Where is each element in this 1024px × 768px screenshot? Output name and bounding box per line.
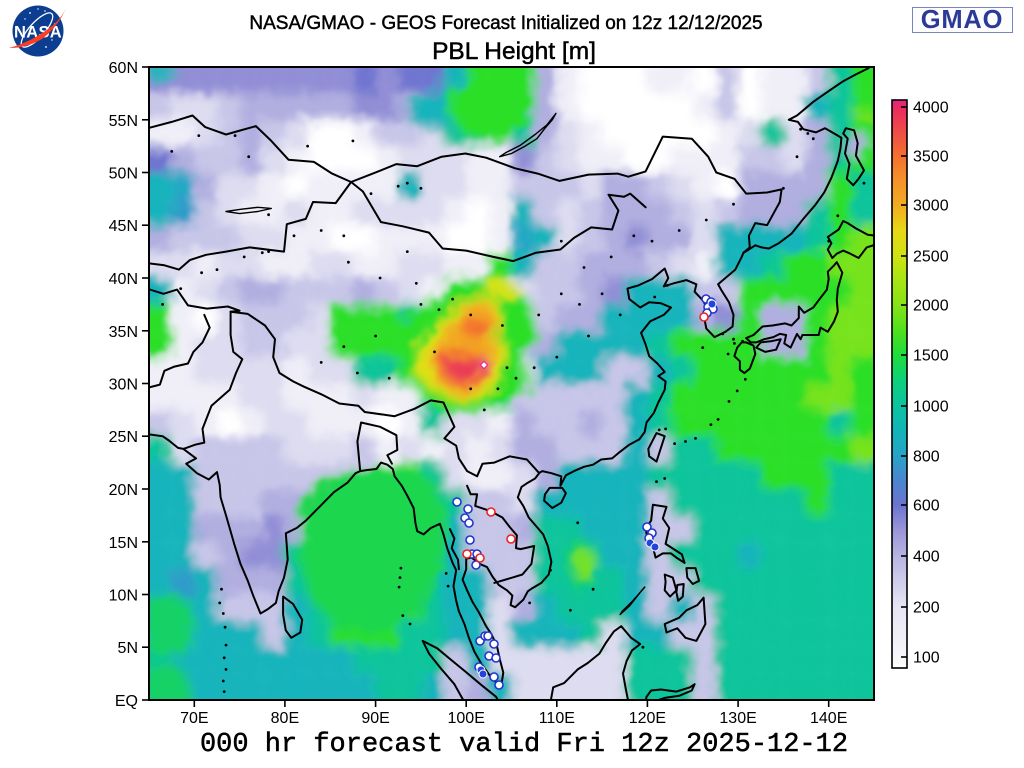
svg-text:3500: 3500 <box>913 149 949 166</box>
svg-text:40N: 40N <box>109 271 138 288</box>
svg-text:60N: 60N <box>109 60 138 77</box>
svg-text:1500: 1500 <box>913 348 949 365</box>
svg-text:2500: 2500 <box>913 249 949 266</box>
svg-text:140E: 140E <box>810 710 847 727</box>
svg-text:EQ: EQ <box>115 693 138 710</box>
svg-text:55N: 55N <box>109 113 138 130</box>
svg-text:200: 200 <box>913 600 940 617</box>
svg-text:15N: 15N <box>109 535 138 552</box>
svg-text:400: 400 <box>913 549 940 566</box>
svg-text:10N: 10N <box>109 588 138 605</box>
svg-text:90E: 90E <box>361 710 389 727</box>
svg-text:1000: 1000 <box>913 399 949 416</box>
svg-text:30N: 30N <box>109 377 138 394</box>
svg-text:000 hr forecast valid Fri 12z: 000 hr forecast valid Fri 12z 2025-12-12 <box>200 730 848 760</box>
svg-text:25N: 25N <box>109 429 138 446</box>
svg-text:3000: 3000 <box>913 198 949 215</box>
svg-text:2000: 2000 <box>913 298 949 315</box>
svg-text:4000: 4000 <box>913 100 949 117</box>
svg-text:110E: 110E <box>539 710 575 727</box>
svg-text:50N: 50N <box>109 166 138 183</box>
svg-text:PBL Height [m]: PBL Height [m] <box>432 38 596 65</box>
svg-text:45N: 45N <box>109 218 138 235</box>
svg-text:35N: 35N <box>109 324 138 341</box>
svg-text:800: 800 <box>913 449 940 466</box>
svg-text:120E: 120E <box>629 710 666 727</box>
svg-text:5N: 5N <box>118 640 138 657</box>
svg-text:100E: 100E <box>448 710 485 727</box>
svg-text:100: 100 <box>913 650 940 667</box>
svg-text:20N: 20N <box>109 482 138 499</box>
svg-text:NASA/GMAO - GEOS Forecast Init: NASA/GMAO - GEOS Forecast Initialized on… <box>249 13 762 34</box>
svg-text:130E: 130E <box>719 710 756 727</box>
svg-text:GMAO: GMAO <box>921 6 1004 34</box>
svg-text:600: 600 <box>913 498 940 515</box>
svg-text:70E: 70E <box>180 710 208 727</box>
svg-text:80E: 80E <box>271 710 299 727</box>
